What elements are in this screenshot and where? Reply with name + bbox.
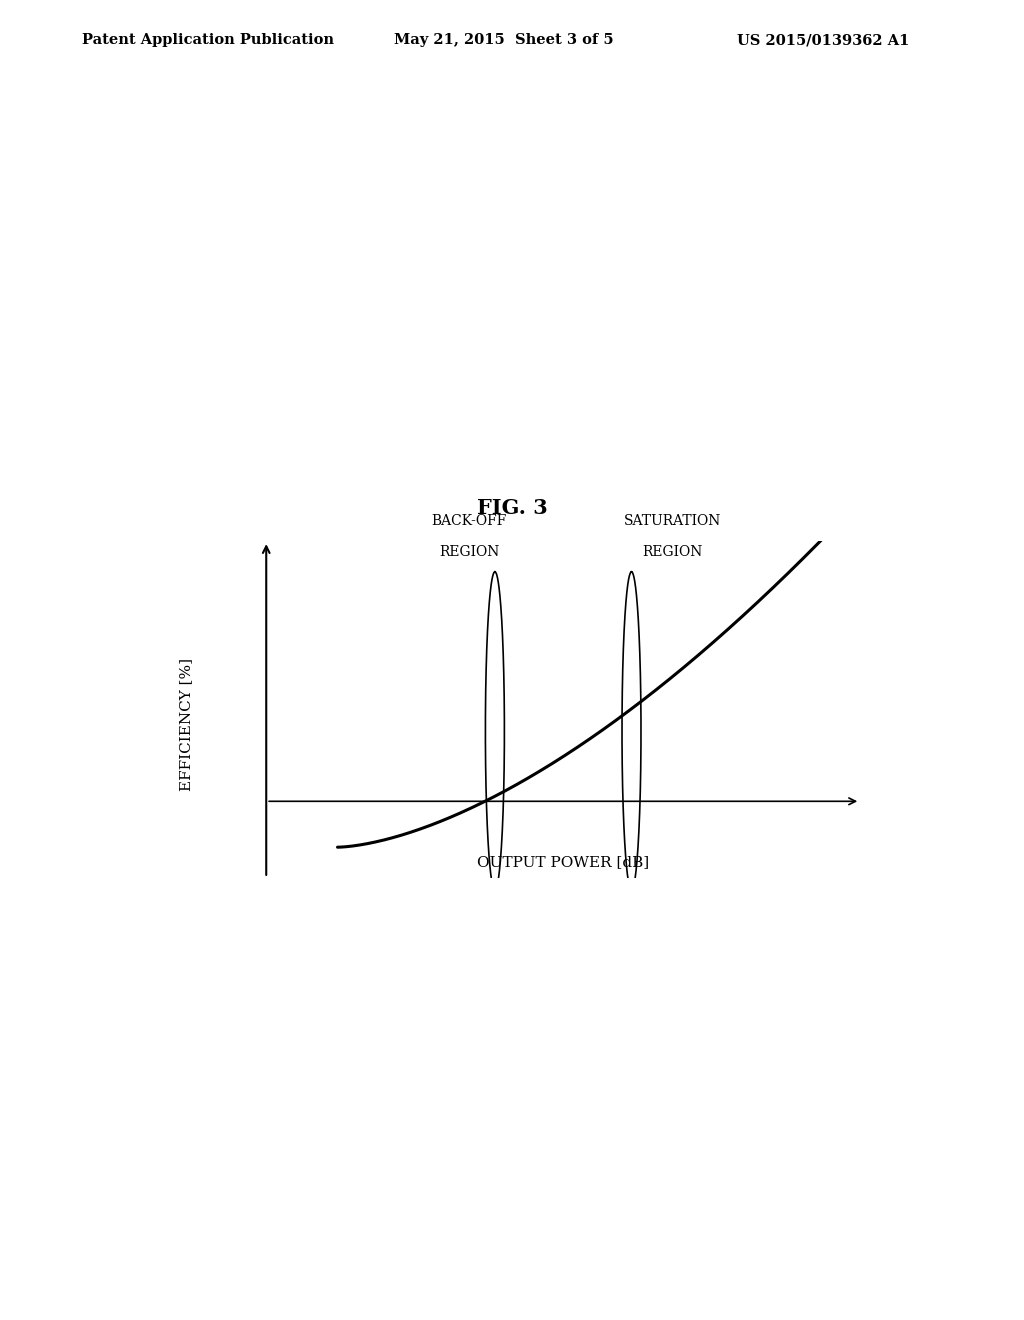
Text: BACK-OFF: BACK-OFF: [431, 515, 507, 528]
Text: REGION: REGION: [642, 545, 702, 558]
Text: EFFICIENCY [%]: EFFICIENCY [%]: [179, 659, 194, 791]
Text: Patent Application Publication: Patent Application Publication: [82, 33, 334, 48]
Text: May 21, 2015  Sheet 3 of 5: May 21, 2015 Sheet 3 of 5: [394, 33, 613, 48]
Text: SATURATION: SATURATION: [624, 515, 721, 528]
Text: REGION: REGION: [439, 545, 500, 558]
Text: OUTPUT POWER [dB]: OUTPUT POWER [dB]: [477, 855, 649, 870]
Text: FIG. 3: FIG. 3: [476, 498, 548, 519]
Text: US 2015/0139362 A1: US 2015/0139362 A1: [737, 33, 909, 48]
